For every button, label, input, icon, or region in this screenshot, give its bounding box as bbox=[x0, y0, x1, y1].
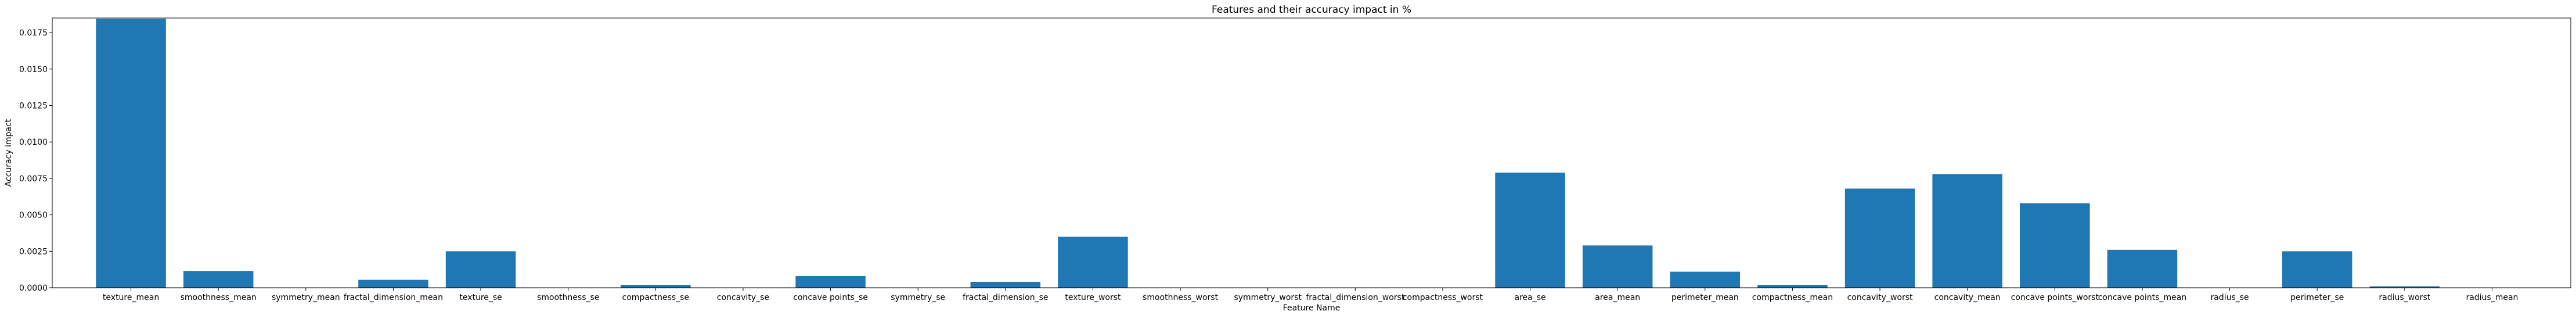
y-tick-label: 0.0075 bbox=[19, 174, 48, 184]
bars bbox=[96, 19, 2440, 288]
x-tick-label: compactness_se bbox=[622, 293, 690, 302]
y-tick-label: 0.0175 bbox=[19, 28, 48, 38]
x-axis: texture_mean smoothness_mean symmetry_mean… bbox=[103, 288, 2518, 302]
x-tick-label: symmetry_mean bbox=[272, 293, 340, 302]
bar-fractal_dimension_mean bbox=[358, 280, 428, 288]
bar-compactness_mean bbox=[1757, 284, 1828, 288]
x-tick-label: texture_worst bbox=[1065, 293, 1121, 302]
y-axis-label: Accuracy impact bbox=[4, 119, 13, 187]
x-tick-label: perimeter_mean bbox=[1671, 293, 1739, 302]
y-tick-label: 0.0125 bbox=[19, 101, 48, 110]
bar-perimeter_se bbox=[2282, 251, 2352, 288]
bar-area_mean bbox=[1582, 245, 1653, 288]
x-tick-label: perimeter_se bbox=[2290, 293, 2344, 302]
x-tick-label: concave points_se bbox=[793, 293, 868, 302]
bar-compactness_se bbox=[621, 284, 691, 288]
y-tick-label: 0.0025 bbox=[19, 247, 48, 256]
plot-frame bbox=[52, 17, 2571, 288]
x-tick-label: compactness_worst bbox=[1403, 293, 1483, 302]
bar-texture_se bbox=[445, 251, 516, 288]
x-tick-label: smoothness_se bbox=[537, 293, 599, 302]
y-tick-label: 0.0000 bbox=[19, 284, 48, 293]
x-axis-label: Feature Name bbox=[1283, 303, 1341, 313]
x-tick-label: concave points_mean bbox=[2098, 293, 2186, 302]
x-tick-label: concavity_worst bbox=[1847, 293, 1913, 302]
bar-smoothness_mean bbox=[183, 271, 254, 288]
y-axis: 0.0000 0.0025 0.0050 0.0075 0.0100 0.0125 0.01… bbox=[19, 28, 52, 293]
x-tick-label: texture_se bbox=[459, 293, 502, 302]
x-tick-label: concave points_worst bbox=[2011, 293, 2099, 302]
x-tick-label: concavity_se bbox=[717, 293, 769, 302]
x-tick-label: concavity_mean bbox=[1934, 293, 2001, 302]
y-tick-label: 0.0100 bbox=[19, 138, 48, 147]
bar-concave-points_se bbox=[795, 276, 866, 288]
x-tick-label: radius_mean bbox=[2466, 293, 2518, 302]
bar-concavity_mean bbox=[1932, 174, 2002, 288]
bar-concavity_worst bbox=[1844, 188, 1915, 288]
x-tick-label: radius_se bbox=[2210, 293, 2249, 302]
bar-concave-points_worst bbox=[2020, 203, 2090, 288]
x-tick-label: smoothness_mean bbox=[181, 293, 257, 302]
x-tick-label: symmetry_worst bbox=[1234, 293, 1302, 302]
x-tick-label: fractal_dimension_se bbox=[963, 293, 1048, 302]
bar-radius_worst bbox=[2369, 286, 2440, 288]
x-tick-label: compactness_mean bbox=[1752, 293, 1833, 302]
bar-fractal_dimension_se bbox=[970, 281, 1041, 288]
x-tick-label: texture_mean bbox=[103, 293, 159, 302]
x-tick-label: smoothness_worst bbox=[1143, 293, 1219, 302]
bar-area_se bbox=[1495, 172, 1565, 288]
x-tick-label: fractal_dimension_mean bbox=[344, 293, 443, 302]
y-tick-label: 0.0050 bbox=[19, 211, 48, 220]
chart-title: Features and their accuracy impact in % bbox=[1212, 4, 1411, 16]
x-tick-label: area_mean bbox=[1595, 293, 1640, 302]
bar-perimeter_mean bbox=[1670, 271, 1741, 288]
bar-texture_worst bbox=[1058, 237, 1128, 288]
x-tick-label: symmetry_se bbox=[891, 293, 945, 302]
y-tick-label: 0.0150 bbox=[19, 65, 48, 74]
bar-texture_mean bbox=[96, 19, 166, 288]
x-tick-label: area_se bbox=[1514, 293, 1545, 302]
bar-concave-points_mean bbox=[2107, 249, 2178, 288]
x-tick-label: radius_worst bbox=[2379, 293, 2430, 302]
x-tick-label: fractal_dimension_worst bbox=[1306, 293, 1405, 302]
